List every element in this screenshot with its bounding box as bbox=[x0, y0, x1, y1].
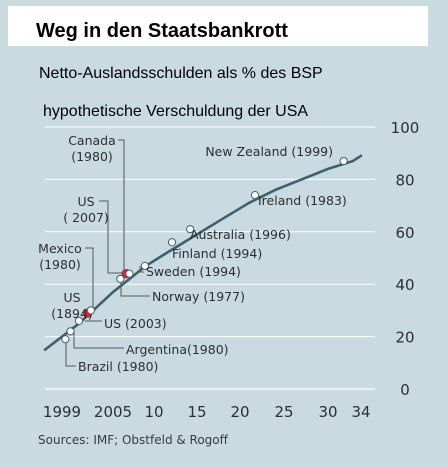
x-tick-label: 15 bbox=[187, 403, 206, 421]
data-point bbox=[250, 191, 260, 200]
point-label: Finland (1994) bbox=[172, 246, 262, 261]
hypothetical-label: hypothetische Verschuldung der USA bbox=[43, 103, 309, 120]
leader-line bbox=[118, 139, 125, 276]
data-point bbox=[140, 261, 150, 270]
data-point bbox=[86, 306, 96, 315]
point-label: Argentina(1980) bbox=[126, 342, 229, 357]
y-tick-label: 20 bbox=[395, 329, 414, 347]
title-box: Weg in den Staatsbankrott bbox=[8, 6, 428, 46]
leader-line bbox=[73, 332, 124, 349]
point-label: US( 2007) bbox=[63, 194, 109, 225]
data-point bbox=[66, 327, 75, 336]
point-label: Australia (1996) bbox=[190, 227, 291, 242]
point-label: US (2003) bbox=[104, 316, 167, 331]
y-tick-label: 40 bbox=[395, 276, 414, 294]
leader-line bbox=[99, 200, 122, 274]
x-tick-label: 25 bbox=[274, 403, 293, 421]
point-label: US (1894) bbox=[51, 290, 93, 321]
x-tick-label: 20 bbox=[230, 403, 249, 421]
source-note: Sources: IMF; Obstfeld & Rogoff bbox=[38, 433, 228, 447]
leader-line bbox=[85, 247, 94, 311]
x-tick-label: 10 bbox=[144, 403, 163, 421]
data-point bbox=[167, 238, 177, 247]
leader-line bbox=[120, 283, 150, 297]
point-label: Canada (1980) bbox=[68, 133, 116, 164]
data-point bbox=[186, 225, 195, 234]
point-label: Mexico (1980) bbox=[38, 241, 82, 272]
y-tick-label: 0 bbox=[400, 381, 410, 399]
data-point bbox=[339, 156, 348, 166]
data-point bbox=[61, 335, 70, 344]
point-label: Norway (1977) bbox=[152, 289, 245, 304]
point-label: Brazil (1980) bbox=[78, 359, 158, 374]
x-tick-label: 1999 bbox=[43, 403, 81, 421]
point-label: Ireland (1983) bbox=[258, 193, 347, 208]
chart-subtitle: Netto-Auslandsschulden als % des BSP bbox=[39, 65, 323, 82]
data-point bbox=[125, 269, 134, 278]
chart-title: Weg in den Staatsbankrott bbox=[36, 20, 288, 42]
data-point bbox=[74, 316, 84, 325]
x-tick-label: 30 bbox=[318, 403, 337, 421]
leader-line bbox=[139, 266, 144, 273]
y-tick-label: 60 bbox=[395, 224, 414, 242]
point-label: Sweden (1994) bbox=[146, 264, 241, 279]
x-tick-label: 2005 bbox=[94, 403, 132, 421]
y-tick-label: 80 bbox=[395, 171, 414, 189]
data-point bbox=[116, 274, 125, 284]
point-label: New Zealand (1999) bbox=[205, 144, 333, 159]
x-tick-label: 34 bbox=[351, 403, 370, 421]
y-tick-label: 100 bbox=[391, 119, 420, 137]
leader-line bbox=[65, 341, 76, 367]
